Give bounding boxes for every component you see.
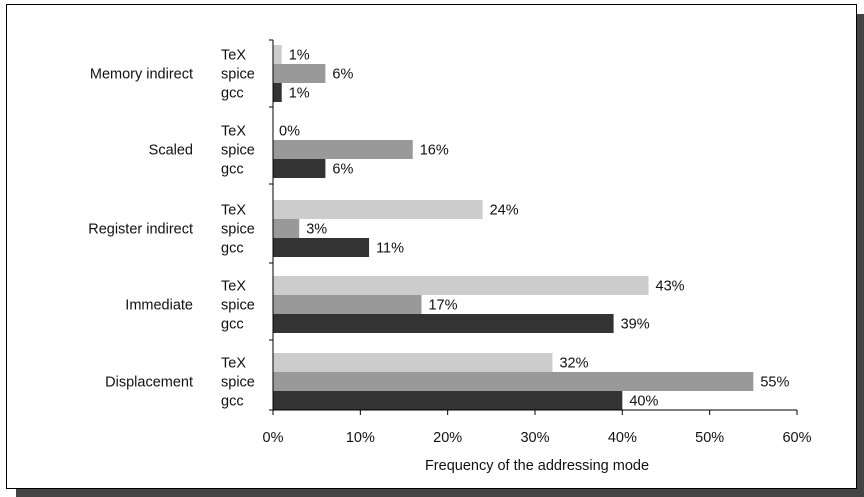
series-label: TeX — [221, 356, 246, 372]
value-label: 6% — [332, 67, 353, 83]
value-label: 16% — [420, 143, 449, 159]
value-label: 55% — [760, 375, 789, 391]
series-label: gcc — [221, 394, 244, 410]
bar-spice-2 — [273, 219, 300, 238]
series-label: gcc — [221, 86, 244, 102]
bar-gcc-4 — [273, 391, 623, 410]
series-label: TeX — [221, 48, 246, 64]
series-label: spice — [221, 298, 255, 314]
series-label: spice — [221, 375, 255, 391]
value-label: 32% — [559, 356, 588, 372]
plot-area: TeX 1% spice 6% gcc 1% Memory indirect TeX 0% spi… — [88, 39, 812, 474]
series-label: TeX — [221, 279, 246, 295]
series-label: TeX — [221, 203, 246, 219]
value-label: 6% — [332, 162, 353, 178]
bar-spice-1 — [273, 140, 413, 159]
bar-gcc-1 — [273, 159, 326, 178]
series-label: spice — [221, 222, 255, 238]
value-label: 43% — [656, 279, 685, 295]
series-label: spice — [221, 67, 255, 83]
bar-gcc-2 — [273, 238, 370, 257]
category-label: Memory indirect — [90, 67, 193, 83]
bar-tex-4 — [273, 353, 553, 372]
value-label: 39% — [621, 317, 650, 333]
series-label: gcc — [221, 317, 244, 333]
bar-tex-0 — [273, 45, 282, 64]
bar-gcc-3 — [273, 314, 614, 333]
category-label: Displacement — [105, 375, 193, 391]
x-tick-label: 20% — [433, 430, 462, 446]
x-tick-label: 0% — [263, 430, 284, 446]
bar-tex-3 — [273, 276, 649, 295]
series-label: spice — [221, 143, 255, 159]
x-tick-label: 40% — [608, 430, 637, 446]
bar-spice-3 — [273, 295, 422, 314]
category-label: Immediate — [125, 298, 193, 314]
value-label: 3% — [306, 222, 327, 238]
value-label: 17% — [428, 298, 457, 314]
value-label: 24% — [490, 203, 519, 219]
series-label: gcc — [221, 241, 244, 257]
value-label: 1% — [289, 86, 310, 102]
x-tick-label: 50% — [695, 430, 724, 446]
series-label: gcc — [221, 162, 244, 178]
series-label: TeX — [221, 124, 246, 140]
bar-tex-2 — [273, 200, 483, 219]
x-tick-label: 10% — [346, 430, 375, 446]
value-label: 0% — [279, 124, 300, 140]
bar-spice-0 — [273, 64, 326, 83]
x-tick-label: 60% — [782, 430, 811, 446]
x-tick-label: 30% — [520, 430, 549, 446]
bar-gcc-0 — [273, 83, 282, 102]
category-label: Register indirect — [88, 222, 193, 238]
category-label: Scaled — [149, 143, 193, 159]
bar-spice-4 — [273, 372, 754, 391]
value-label: 11% — [376, 241, 404, 257]
value-label: 1% — [289, 48, 310, 64]
value-label: 40% — [629, 394, 658, 410]
x-axis-title: Frequency of the addressing mode — [425, 458, 649, 474]
